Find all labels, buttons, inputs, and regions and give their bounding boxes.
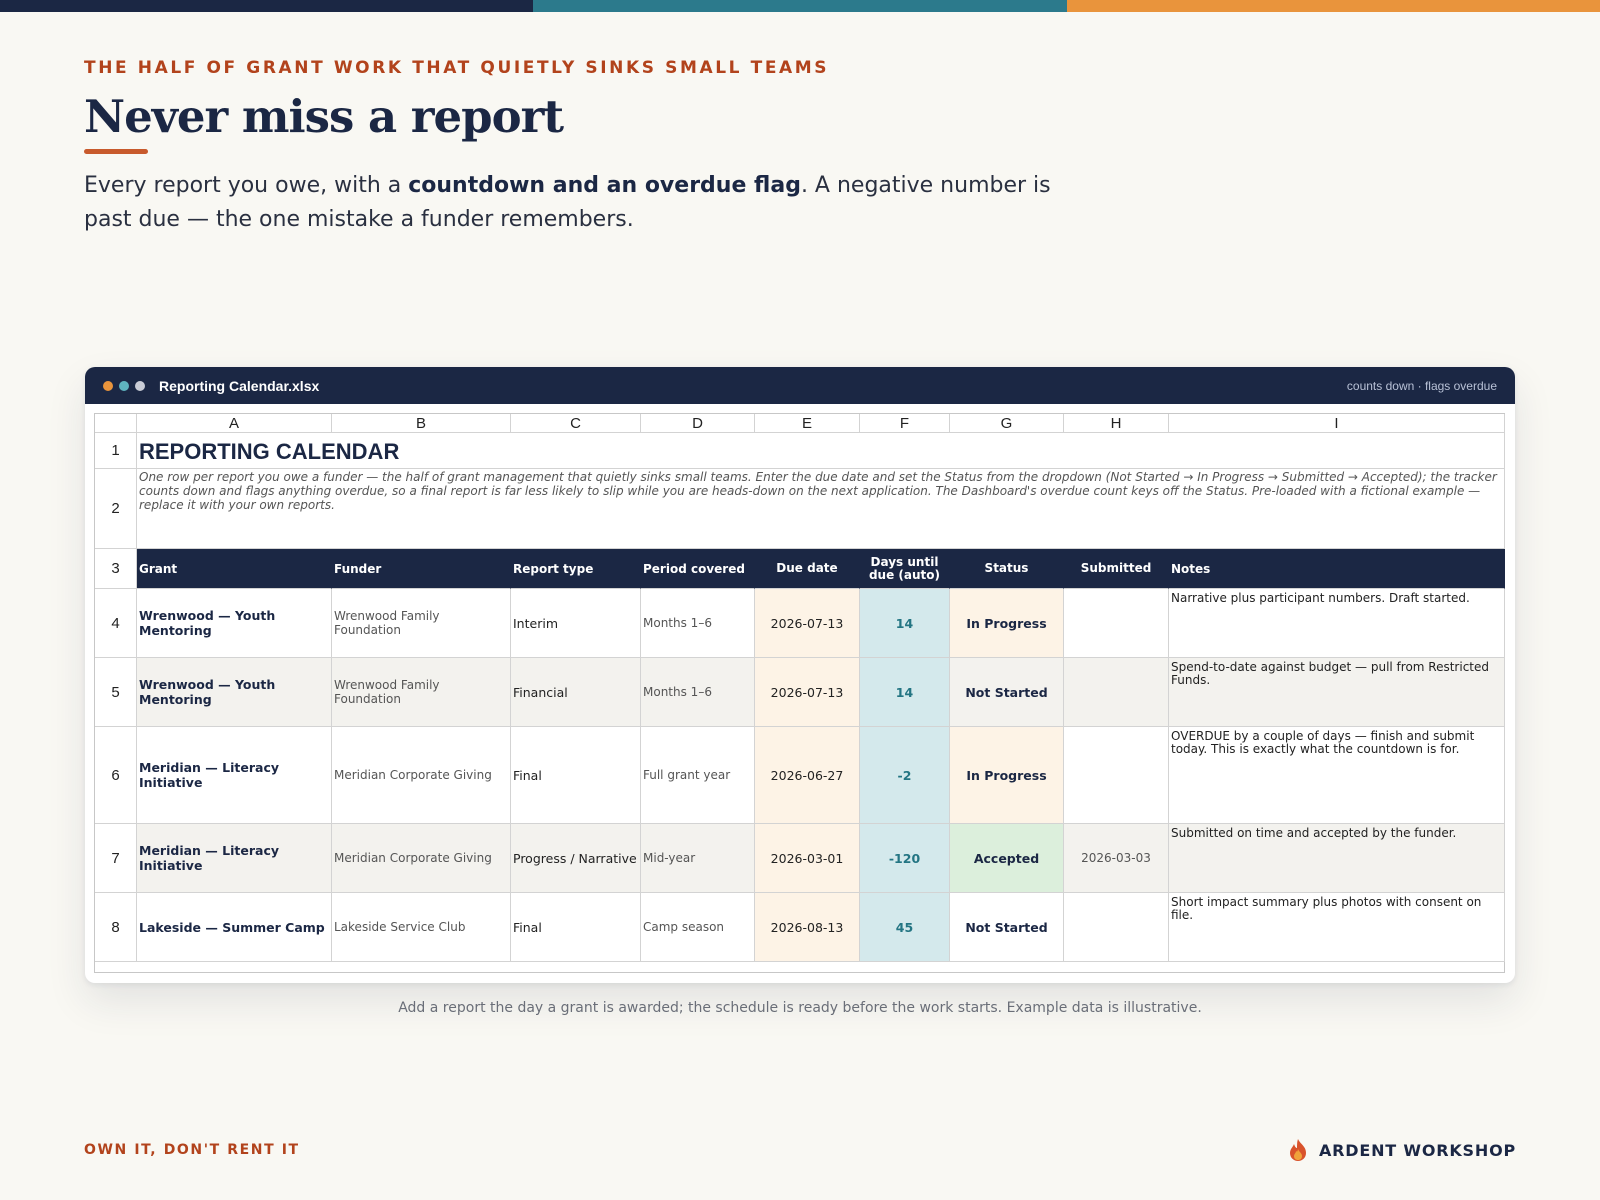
cell-notes[interactable]: Submitted on time and accepted by the fu… — [1169, 824, 1505, 893]
cell-period[interactable]: Camp season — [641, 893, 755, 962]
sheet-title[interactable]: REPORTING CALENDAR — [137, 433, 1505, 469]
cell-period[interactable]: Months 1–6 — [641, 589, 755, 658]
header-grant[interactable]: Grant — [137, 549, 332, 589]
footer-tagline: OWN IT, DON'T RENT IT — [84, 1142, 300, 1158]
sheet-description[interactable]: One row per report you owe a funder — th… — [137, 469, 1505, 549]
cell-due[interactable]: 2026-08-13 — [755, 893, 860, 962]
row-header-7[interactable]: 7 — [95, 824, 137, 893]
header-report-type[interactable]: Report type — [511, 549, 641, 589]
window-dot-teal[interactable] — [119, 380, 129, 391]
window-subtitle: counts down · flags overdue — [1346, 378, 1497, 393]
cell-submitted[interactable] — [1064, 589, 1169, 658]
lede-bold: countdown and an overdue flag — [408, 173, 801, 198]
cell-period[interactable]: Full grant year — [641, 727, 755, 824]
row-header-8[interactable]: 8 — [95, 893, 137, 962]
cell-due[interactable]: 2026-03-01 — [755, 824, 860, 893]
cell-period[interactable]: Mid-year — [641, 824, 755, 893]
corner-cell — [95, 414, 137, 433]
header-submitted[interactable]: Submitted — [1064, 549, 1169, 589]
cell-grant[interactable]: Wrenwood — Youth Mentoring — [137, 589, 332, 658]
lede-end: . A negative number is past due — the on… — [84, 173, 1051, 232]
cell-status[interactable]: In Progress — [950, 727, 1064, 824]
cell-period[interactable]: Months 1–6 — [641, 658, 755, 727]
cell-due[interactable]: 2026-06-27 — [755, 727, 860, 824]
cell-days[interactable]: 14 — [860, 589, 950, 658]
cell-days[interactable]: 45 — [860, 893, 950, 962]
window-title: Reporting Calendar.xlsx — [159, 377, 320, 394]
cell-funder[interactable]: Meridian Corporate Giving — [332, 824, 511, 893]
cell-notes[interactable]: Narrative plus participant numbers. Draf… — [1169, 589, 1505, 658]
row-header-4[interactable]: 4 — [95, 589, 137, 658]
cell-grant[interactable]: Meridian — Literacy Initiative — [137, 727, 332, 824]
cell-report-type[interactable]: Interim — [511, 589, 641, 658]
page-title: Never miss a report — [84, 90, 564, 143]
cell-status[interactable]: Accepted — [950, 824, 1064, 893]
row-header-5[interactable]: 5 — [95, 658, 137, 727]
lede-start: Every report you owe, with a — [84, 173, 409, 198]
brand-name: ARDENT WORKSHOP — [1319, 1140, 1516, 1160]
header-period[interactable]: Period covered — [641, 549, 755, 589]
header-days[interactable]: Days until due (auto) — [860, 549, 950, 589]
column-header-c[interactable]: C — [511, 414, 641, 433]
cell-status[interactable]: Not Started — [950, 658, 1064, 727]
column-header-b[interactable]: B — [332, 414, 511, 433]
flame-icon — [1290, 1139, 1306, 1161]
column-header-a[interactable]: A — [137, 414, 332, 433]
cell-due[interactable]: 2026-07-13 — [755, 658, 860, 727]
header-due[interactable]: Due date — [755, 549, 860, 589]
row-header-1[interactable]: 1 — [95, 433, 137, 469]
cell-submitted[interactable] — [1064, 893, 1169, 962]
cell-notes[interactable]: OVERDUE by a couple of days — finish and… — [1169, 727, 1505, 824]
top-bar-navy — [0, 0, 534, 12]
cell-funder[interactable]: Wrenwood Family Foundation — [332, 658, 511, 727]
column-header-h[interactable]: H — [1064, 414, 1169, 433]
caption: Add a report the day a grant is awarded;… — [398, 1000, 1202, 1016]
column-header-g[interactable]: G — [950, 414, 1064, 433]
title-underline — [84, 149, 148, 154]
cell-report-type[interactable]: Financial — [511, 658, 641, 727]
top-accent-bar — [0, 0, 1600, 12]
spreadsheet-window: Reporting Calendar.xlsx counts down · fl… — [85, 367, 1515, 983]
header-notes[interactable]: Notes — [1169, 549, 1505, 589]
cell-due[interactable]: 2026-07-13 — [755, 589, 860, 658]
header-status[interactable]: Status — [950, 549, 1064, 589]
cell-days[interactable]: 14 — [860, 658, 950, 727]
row-header-6[interactable]: 6 — [95, 727, 137, 824]
window-titlebar: Reporting Calendar.xlsx counts down · fl… — [85, 367, 1515, 404]
cell-submitted[interactable]: 2026-03-03 — [1064, 824, 1169, 893]
cell-funder[interactable]: Lakeside Service Club — [332, 893, 511, 962]
cell-notes[interactable]: Spend-to-date against budget — pull from… — [1169, 658, 1505, 727]
cell-days[interactable]: -120 — [860, 824, 950, 893]
header-funder[interactable]: Funder — [332, 549, 511, 589]
footer-brand: ARDENT WORKSHOP — [1287, 1138, 1516, 1162]
cell-grant[interactable]: Lakeside — Summer Camp — [137, 893, 332, 962]
cell-report-type[interactable]: Progress / Narrative — [511, 824, 641, 893]
spreadsheet-grid[interactable]: A B C D E F G H I 1 2 3 4 5 6 7 8 REPORTING CALENDAR One r… — [94, 413, 1505, 973]
cell-days[interactable]: -2 — [860, 727, 950, 824]
top-bar-orange — [1066, 0, 1600, 12]
cell-report-type[interactable]: Final — [511, 893, 641, 962]
column-header-e[interactable]: E — [755, 414, 860, 433]
cell-submitted[interactable] — [1064, 658, 1169, 727]
row-header-2[interactable]: 2 — [95, 469, 137, 549]
top-bar-teal — [533, 0, 1067, 12]
column-header-d[interactable]: D — [641, 414, 755, 433]
row-header-3[interactable]: 3 — [95, 549, 137, 589]
cell-grant[interactable]: Meridian — Literacy Initiative — [137, 824, 332, 893]
cell-submitted[interactable] — [1064, 727, 1169, 824]
cell-status[interactable]: Not Started — [950, 893, 1064, 962]
cell-report-type[interactable]: Final — [511, 727, 641, 824]
lede: Every report you owe, with a countdown a… — [84, 169, 1084, 237]
window-dot-orange[interactable] — [103, 380, 113, 391]
column-header-i[interactable]: I — [1169, 414, 1505, 433]
eyebrow: THE HALF OF GRANT WORK THAT QUIETLY SINK… — [84, 58, 830, 78]
cell-notes[interactable]: Short impact summary plus photos with co… — [1169, 893, 1505, 962]
cell-funder[interactable]: Meridian Corporate Giving — [332, 727, 511, 824]
column-header-f[interactable]: F — [860, 414, 950, 433]
window-dot-gray[interactable] — [135, 380, 145, 391]
cell-status[interactable]: In Progress — [950, 589, 1064, 658]
cell-funder[interactable]: Wrenwood Family Foundation — [332, 589, 511, 658]
cell-grant[interactable]: Wrenwood — Youth Mentoring — [137, 658, 332, 727]
